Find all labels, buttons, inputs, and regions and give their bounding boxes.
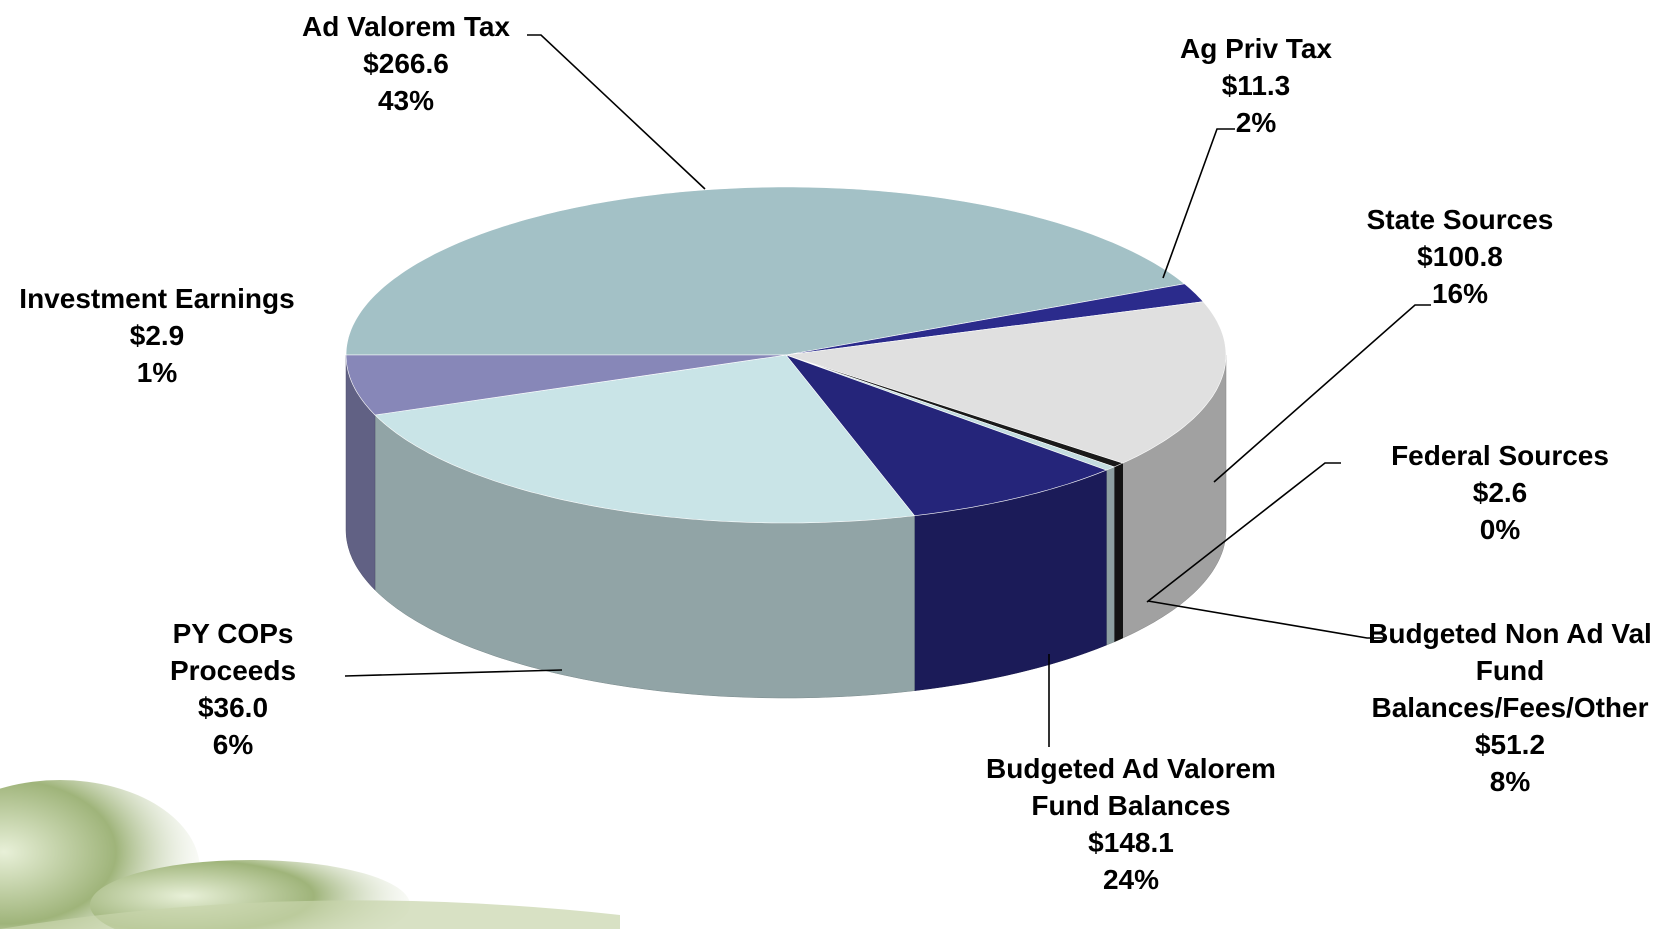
value-label: $148.1 bbox=[1088, 827, 1174, 858]
category-label: State Sources bbox=[1366, 204, 1554, 235]
leader-line bbox=[1213, 304, 1431, 483]
category-label: Investment Earnings bbox=[19, 283, 295, 314]
value-label: $100.8 bbox=[1417, 241, 1503, 272]
percent-label: 43% bbox=[377, 85, 435, 116]
slice bbox=[785, 301, 1227, 464]
slice bbox=[785, 283, 1204, 356]
value-label: $11.3 bbox=[1221, 70, 1291, 101]
slice bbox=[374, 354, 916, 524]
slice-label: PY COPs Proceeds $36.0 6% bbox=[121, 615, 346, 763]
value-label: $2.6 bbox=[1472, 477, 1528, 508]
slice-label: Investment Earnings $2.9 1% bbox=[0, 280, 317, 391]
category-label: Budgeted Ad Valorem Fund Balances bbox=[986, 753, 1276, 821]
value-label: $266.6 bbox=[363, 48, 449, 79]
slice-label: Ad Valorem Tax $266.6 43% bbox=[256, 8, 556, 119]
percent-label: 2% bbox=[1235, 107, 1277, 138]
slice-label: State Sources $100.8 16% bbox=[1310, 201, 1610, 312]
leader-line bbox=[1147, 600, 1383, 639]
percent-label: 16% bbox=[1431, 278, 1489, 309]
leader-lines bbox=[344, 34, 1431, 747]
slice-side bbox=[1113, 462, 1123, 643]
category-label: Federal Sources bbox=[1391, 440, 1609, 471]
slice-label: Budgeted Ad Valorem Fund Balances $148.1 2… bbox=[956, 750, 1306, 898]
slice bbox=[785, 354, 1108, 517]
leader-line bbox=[1146, 462, 1341, 603]
percent-label: 0% bbox=[1479, 514, 1521, 545]
leaf bbox=[0, 900, 620, 929]
slice-side bbox=[1106, 466, 1115, 646]
percent-label: 6% bbox=[212, 729, 254, 760]
leader-line bbox=[344, 669, 563, 677]
value-label: $36.0 bbox=[197, 692, 269, 723]
category-label: PY COPs Proceeds bbox=[169, 618, 297, 686]
slice bbox=[345, 354, 787, 416]
pie bbox=[345, 186, 1227, 699]
percent-label: 24% bbox=[1102, 864, 1160, 895]
slice-label: Ag Priv Tax $11.3 2% bbox=[1136, 30, 1376, 141]
slice-label: Budgeted Non Ad Val Fund Balances/Fees/O… bbox=[1360, 615, 1660, 800]
percent-label: 8% bbox=[1489, 766, 1531, 797]
decoration bbox=[0, 780, 620, 929]
slice-label: Federal Sources $2.6 0% bbox=[1330, 437, 1665, 548]
category-label: Budgeted Non Ad Val Fund Balances/Fees/O… bbox=[1368, 618, 1652, 723]
leader-line bbox=[527, 34, 706, 190]
value-label: $51.2 bbox=[1474, 729, 1546, 760]
value-label: $2.9 bbox=[129, 320, 185, 351]
slice bbox=[345, 186, 1186, 356]
percent-label: 1% bbox=[136, 357, 178, 388]
leader-line bbox=[1162, 128, 1235, 279]
category-label: Ad Valorem Tax bbox=[301, 11, 510, 42]
category-label: Ag Priv Tax bbox=[1180, 33, 1332, 64]
